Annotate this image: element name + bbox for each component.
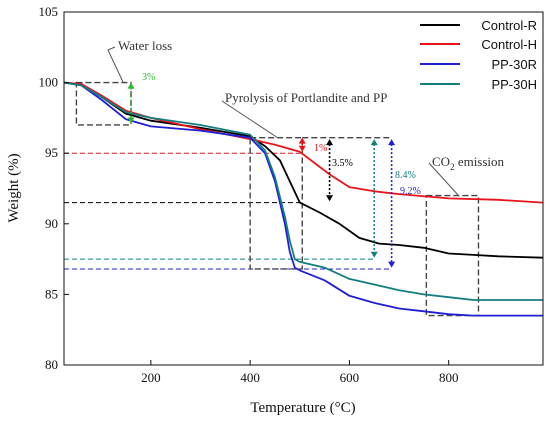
arrow-head-down	[127, 117, 135, 124]
arrow-head-down	[388, 261, 396, 268]
series-line-pp-30r	[64, 81, 543, 317]
series-line-control-h	[64, 81, 543, 204]
y-tick-label: 85	[45, 286, 58, 301]
water-loss-callout	[107, 46, 124, 83]
water-loss-label: Water loss	[118, 38, 172, 53]
y-tick-label: 90	[45, 216, 58, 231]
y-tick-label: 80	[45, 357, 58, 372]
y-tick-label: 105	[39, 4, 59, 19]
reference-lines	[64, 152, 392, 270]
pyrolysis-label: Pyrolysis of Portlandite and PP	[225, 90, 388, 105]
pct-label-pp30r: 9.2%	[400, 186, 421, 197]
axis-ticks: 200 400 600 800 80 85 90 95 100 105	[39, 4, 459, 385]
y-axis-label: Weight (%)	[6, 153, 22, 222]
arrow-head-up	[370, 139, 378, 146]
percentage-arrows	[127, 82, 396, 268]
series-line-pp-30h	[64, 81, 543, 301]
arrow-head-down	[370, 251, 378, 258]
y-tick-label: 100	[39, 75, 59, 90]
legend-label-control-h: Control-H	[481, 37, 537, 52]
co2-emission-label: CO2 emission	[432, 154, 505, 172]
legend-label-pp30h: PP-30H	[491, 77, 537, 92]
y-tick-label: 95	[45, 145, 58, 160]
arrow-head-up	[298, 137, 306, 144]
series-layer	[64, 81, 543, 317]
arrow-head-up	[127, 82, 135, 89]
pct-label-control-r: 3.5%	[332, 158, 353, 169]
pct-label-water: 3%	[142, 72, 155, 83]
legend-label-control-r: Control-R	[481, 18, 537, 33]
x-tick-label: 800	[439, 370, 459, 385]
plot-frame	[63, 11, 544, 366]
co2-prefix: CO	[432, 154, 450, 169]
co2-callout	[428, 162, 459, 196]
arrow-head-up	[326, 139, 334, 146]
arrow-head-up	[388, 139, 396, 146]
pyrolysis-callout	[221, 100, 279, 139]
arrow-head-down	[298, 145, 306, 152]
co2-suffix: emission	[455, 154, 505, 169]
co2-subscript: 2	[450, 162, 455, 172]
arrow-head-down	[326, 195, 334, 202]
x-tick-label: 200	[141, 370, 161, 385]
pct-label-pp30h: 8.4%	[395, 170, 416, 181]
x-tick-label: 600	[340, 370, 360, 385]
x-axis-label: Temperature (°C)	[250, 400, 355, 416]
x-tick-label: 400	[240, 370, 260, 385]
pct-label-control-h: 1%	[314, 143, 327, 154]
legend-label-pp30r: PP-30R	[491, 57, 537, 72]
legend: Control-R Control-H PP-30R PP-30H	[420, 18, 537, 92]
series-line-control-r	[64, 81, 543, 259]
